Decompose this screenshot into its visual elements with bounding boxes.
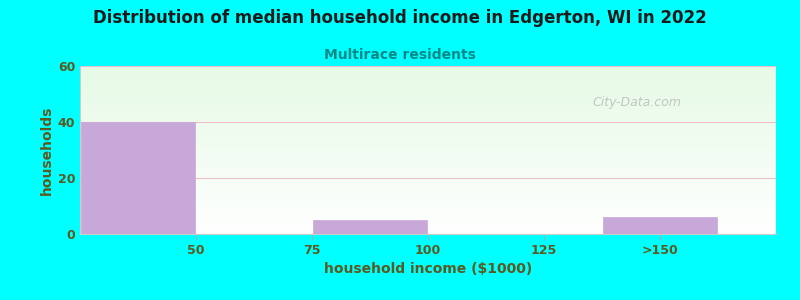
Bar	[603, 217, 717, 234]
Text: Distribution of median household income in Edgerton, WI in 2022: Distribution of median household income …	[93, 9, 707, 27]
Bar	[81, 122, 195, 234]
Text: Multirace residents: Multirace residents	[324, 48, 476, 62]
Bar	[313, 220, 427, 234]
X-axis label: household income ($1000): household income ($1000)	[324, 262, 532, 276]
Text: City-Data.com: City-Data.com	[592, 97, 682, 110]
Y-axis label: households: households	[39, 105, 54, 195]
